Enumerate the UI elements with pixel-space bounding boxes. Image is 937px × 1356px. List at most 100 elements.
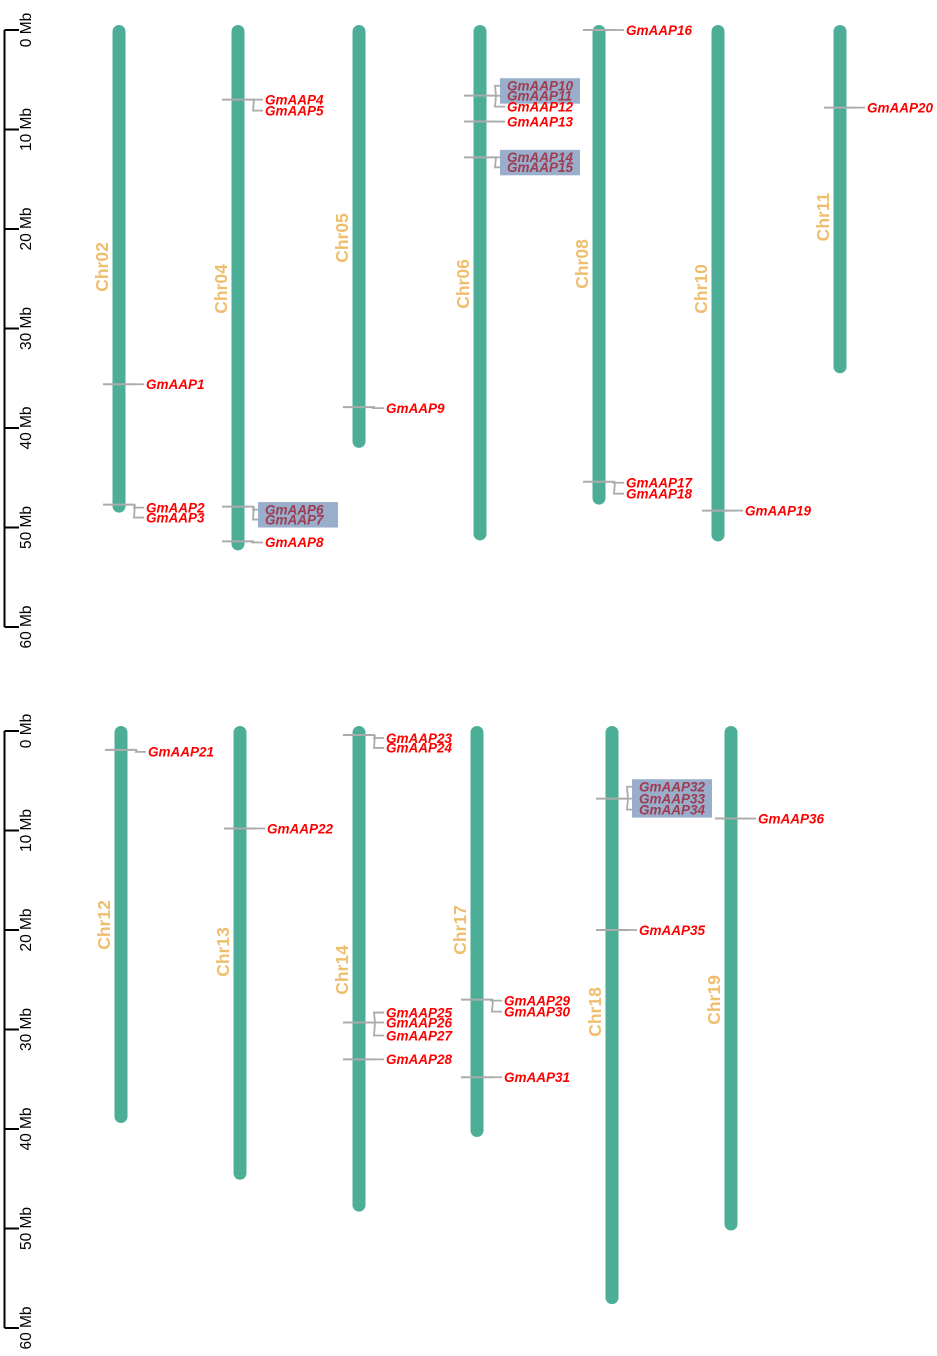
chromosome-bar-Chr13 [233, 726, 247, 1180]
axis-tick-label: 40 Mb [18, 406, 35, 449]
gene-label-GmAAP1: GmAAP1 [146, 377, 205, 392]
chromosome-Chr11: Chr11 GmAAP20 [813, 25, 934, 374]
gene-leader-line-GmAAP21 [134, 749, 146, 753]
axis-tick-label: 20 Mb [18, 908, 35, 951]
gene-leader-line-GmAAP12 [494, 95, 505, 108]
gene-label-GmAAP20: GmAAP20 [867, 100, 934, 115]
gene-leader-line-GmAAP8 [250, 540, 263, 544]
axis-tick-label: 20 Mb [18, 207, 35, 250]
chromosome-bar-Chr12 [114, 726, 128, 1124]
gene-label-GmAAP25: GmAAP25 [386, 1005, 453, 1020]
chromosome-label-Chr06: Chr06 [453, 259, 473, 309]
gene-label-GmAAP10: GmAAP10 [507, 79, 574, 94]
gene-label-GmAAP29: GmAAP29 [504, 993, 571, 1008]
axis-tick-label: 0 Mb [18, 13, 35, 47]
chromosome-Chr05: Chr05 GmAAP9 [332, 25, 445, 448]
gene-leader-line-GmAAP18 [613, 481, 624, 495]
gene-label-GmAAP24: GmAAP24 [386, 741, 453, 756]
axis-tick-label: 40 Mb [18, 1107, 35, 1150]
chromosome-label-Chr11: Chr11 [813, 192, 833, 241]
chromosome-label-Chr04: Chr04 [211, 264, 231, 314]
chromosome-label-Chr13: Chr13 [213, 927, 233, 977]
gene-leader-line-GmAAP30 [491, 999, 502, 1013]
chromosome-bar-Chr14 [352, 726, 366, 1212]
gene-label-GmAAP2: GmAAP2 [146, 500, 205, 515]
gene-leader-line-GmAAP25 [373, 1011, 384, 1023]
gene-label-GmAAP35: GmAAP35 [639, 923, 706, 938]
gene-leader-line-GmAAP3 [133, 504, 144, 519]
chromosome-bar-Chr06 [473, 25, 487, 541]
tandem-duplication-highlight [632, 779, 712, 818]
gene-label-GmAAP31: GmAAP31 [504, 1070, 570, 1085]
chromosome-label-Chr12: Chr12 [94, 900, 114, 950]
axis-lower: 0 Mb 10 Mb 20 Mb 30 Mb 40 Mb 50 Mb 60 Mb [3, 714, 35, 1350]
gene-leader-line-GmAAP27 [373, 1022, 384, 1037]
gene-label-GmAAP19: GmAAP19 [745, 503, 812, 518]
chromosome-Chr12: Chr12 GmAAP21 [94, 726, 214, 1124]
chromosome-bar-Chr18 [605, 726, 619, 1305]
gene-label-GmAAP17: GmAAP17 [626, 476, 694, 491]
gene-label-GmAAP22: GmAAP22 [267, 821, 334, 836]
chromosome-label-Chr10: Chr10 [691, 264, 711, 314]
gene-label-GmAAP14: GmAAP14 [507, 150, 574, 165]
gene-label-GmAAP26: GmAAP26 [386, 1015, 453, 1030]
gene-label-GmAAP30: GmAAP30 [504, 1004, 571, 1019]
chromosome-label-Chr02: Chr02 [92, 242, 112, 292]
gene-label-GmAAP32: GmAAP32 [639, 780, 706, 795]
chromosome-bar-Chr04 [231, 25, 245, 551]
gene-label-GmAAP5: GmAAP5 [265, 103, 324, 118]
chromosome-bar-Chr05 [352, 25, 366, 448]
tandem-duplication-highlight [500, 149, 580, 176]
gene-label-GmAAP27: GmAAP27 [386, 1028, 454, 1043]
chromosome-bar-Chr02 [112, 25, 126, 513]
gene-label-GmAAP12: GmAAP12 [507, 99, 574, 114]
chromosome-label-Chr17: Chr17 [450, 905, 470, 955]
gene-leader-line-GmAAP24 [373, 734, 384, 749]
panel-upper: 0 Mb 10 Mb 20 Mb 30 Mb 40 Mb 50 Mb 60 Mb Chr02 G… [3, 13, 934, 649]
gene-label-GmAAP7: GmAAP7 [265, 512, 325, 527]
gene-label-GmAAP36: GmAAP36 [758, 811, 825, 826]
chromosome-Chr13: Chr13 GmAAP22 [213, 726, 334, 1180]
axis-tick-label: 50 Mb [18, 1207, 35, 1250]
axis-tick-label: 0 Mb [18, 714, 35, 748]
axis-tick-label: 60 Mb [18, 1306, 35, 1349]
tandem-duplication-highlight [258, 502, 338, 528]
gene-leader-line-GmAAP5 [252, 99, 263, 112]
axis-tick-label: 60 Mb [18, 605, 35, 648]
gene-leader-line-GmAAP9 [371, 406, 384, 410]
axis-upper: 0 Mb 10 Mb 20 Mb 30 Mb 40 Mb 50 Mb 60 Mb [3, 13, 35, 649]
chromosome-label-Chr18: Chr18 [585, 987, 605, 1037]
gene-label-GmAAP18: GmAAP18 [626, 486, 693, 501]
gene-label-GmAAP13: GmAAP13 [507, 114, 574, 129]
chromosome-bar-Chr08 [592, 25, 606, 505]
gene-label-GmAAP4: GmAAP4 [265, 92, 324, 107]
gene-label-GmAAP6: GmAAP6 [265, 502, 324, 517]
chromosome-bar-Chr19 [724, 726, 738, 1231]
gene-label-GmAAP21: GmAAP21 [148, 745, 214, 760]
gene-label-GmAAP28: GmAAP28 [386, 1052, 453, 1067]
axis-tick-label: 10 Mb [18, 809, 35, 852]
chromosome-label-Chr08: Chr08 [572, 239, 592, 289]
axis-tick-label: 10 Mb [18, 108, 35, 151]
gene-label-GmAAP15: GmAAP15 [507, 160, 574, 175]
axis-tick-label: 30 Mb [18, 1008, 35, 1051]
axis-tick-label: 30 Mb [18, 307, 35, 350]
gene-label-GmAAP34: GmAAP34 [639, 802, 706, 817]
tandem-duplication-highlight [500, 78, 580, 104]
gene-label-GmAAP9: GmAAP9 [386, 401, 445, 416]
chromosome-bar-Chr17 [470, 726, 484, 1137]
gene-label-GmAAP33: GmAAP33 [639, 791, 706, 806]
chromosome-label-Chr19: Chr19 [704, 975, 724, 1025]
chromosome-label-Chr14: Chr14 [332, 945, 352, 995]
gene-label-GmAAP11: GmAAP11 [507, 88, 572, 103]
axis-tick-label: 50 Mb [18, 506, 35, 549]
